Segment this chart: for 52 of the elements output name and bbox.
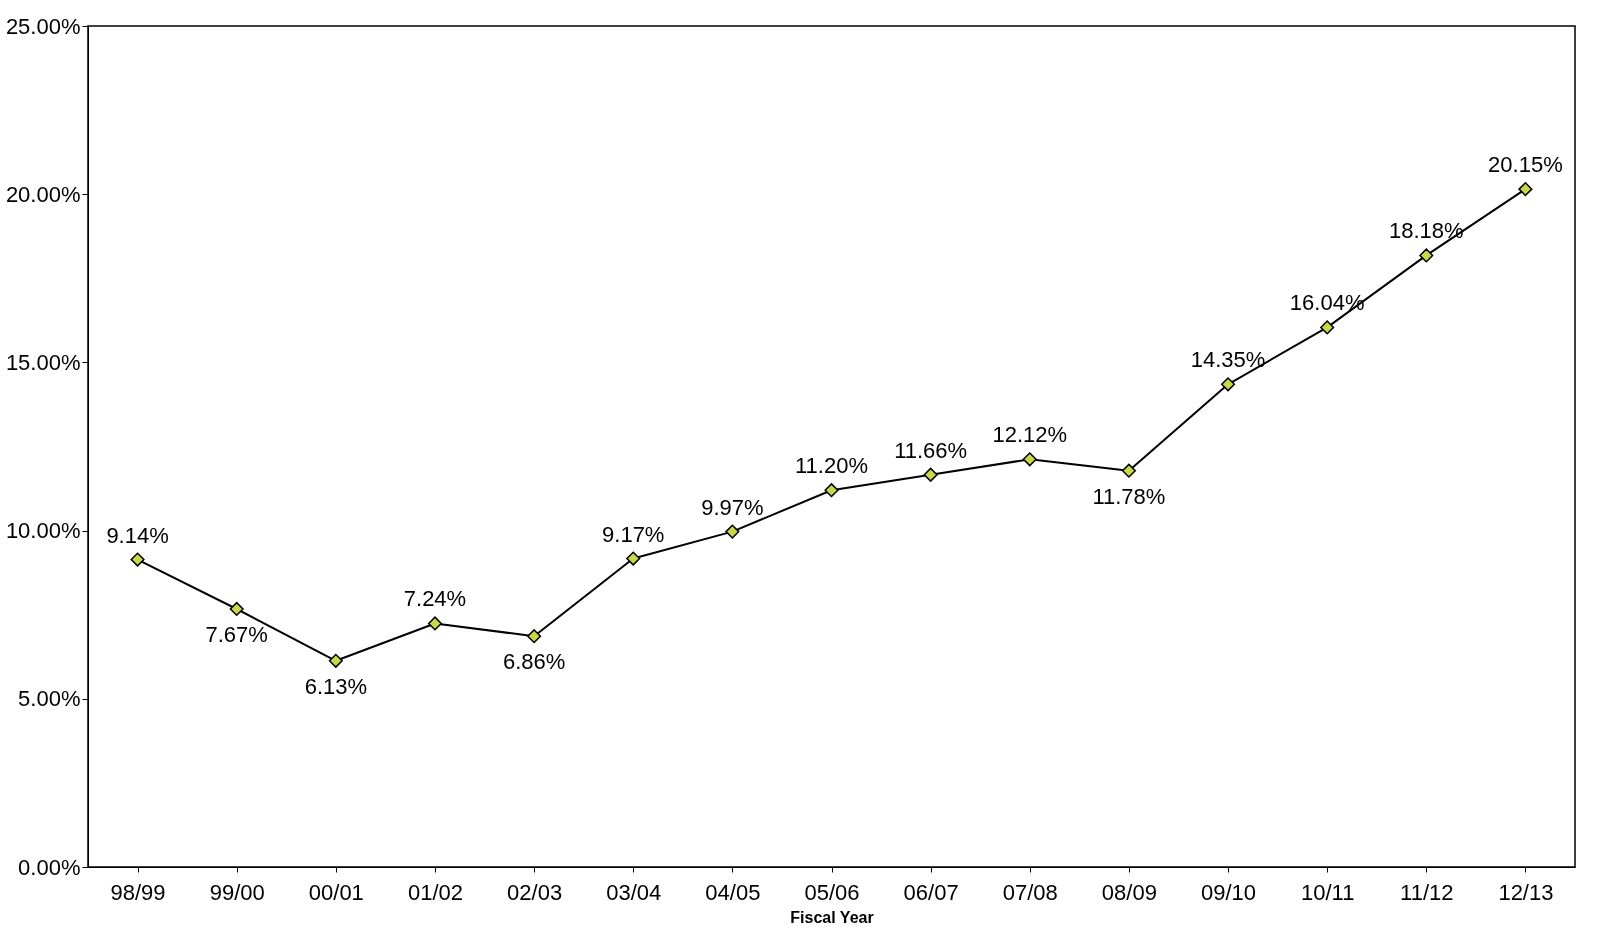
point bbox=[427, 616, 443, 631]
point bbox=[229, 601, 244, 617]
x-tick-label: 07/08 bbox=[1002, 879, 1058, 905]
y-tick-label: 20.00% bbox=[5, 181, 81, 207]
x-tick-label: 01/02 bbox=[407, 879, 463, 905]
data-label: 9.14% bbox=[106, 522, 169, 548]
data-label: 6.86% bbox=[502, 649, 566, 675]
point bbox=[725, 524, 740, 539]
data-label: 16.04% bbox=[1289, 290, 1365, 316]
data-label: 11.66% bbox=[894, 437, 968, 463]
data-label: 20.15% bbox=[1488, 152, 1563, 178]
point bbox=[1518, 182, 1533, 197]
x-tick-label: 02/03 bbox=[507, 879, 563, 905]
x-tick-label: 98/99 bbox=[110, 879, 166, 905]
y-tick-label: 10.00% bbox=[5, 518, 81, 544]
y-tick-label: 0.00% bbox=[18, 854, 81, 880]
point bbox=[824, 483, 839, 498]
y-tick-label: 5.00% bbox=[18, 686, 81, 712]
point bbox=[1121, 463, 1136, 478]
x-tick-label: 00/01 bbox=[308, 879, 364, 905]
x-tick-label: 10/11 bbox=[1300, 879, 1355, 905]
point bbox=[328, 653, 343, 668]
data-label: 11.78% bbox=[1092, 483, 1166, 509]
x-tick-label: 11/12 bbox=[1400, 879, 1454, 905]
point bbox=[1220, 377, 1236, 392]
x-tick-label: 04/05 bbox=[705, 879, 761, 905]
data-label: 14.35% bbox=[1190, 347, 1266, 373]
data-label: 7.24% bbox=[403, 586, 467, 612]
data-label: 9.17% bbox=[602, 521, 665, 547]
point bbox=[527, 629, 542, 644]
data-label: 18.18% bbox=[1388, 218, 1464, 244]
point bbox=[1320, 320, 1335, 335]
data-label: 7.67% bbox=[205, 621, 268, 647]
x-tick-label: 12/13 bbox=[1498, 879, 1554, 905]
point bbox=[1419, 248, 1434, 263]
point bbox=[626, 551, 641, 566]
data-label: 6.13% bbox=[304, 673, 368, 699]
y-tick-label: 25.00% bbox=[5, 13, 81, 39]
x-tick-label: 06/07 bbox=[903, 879, 959, 905]
y-tick-label: 15.00% bbox=[5, 349, 81, 375]
x-tick-label: 03/04 bbox=[606, 879, 662, 905]
x-tick-label: 99/00 bbox=[209, 879, 265, 905]
point bbox=[130, 552, 145, 567]
data-label: 12.12% bbox=[992, 422, 1068, 448]
data-label: 11.20% bbox=[795, 453, 868, 479]
point bbox=[1022, 452, 1037, 467]
x-tick-label: 08/09 bbox=[1101, 879, 1157, 905]
x-axis-title: Fiscal Year bbox=[790, 908, 874, 926]
x-tick-label: 05/06 bbox=[804, 879, 860, 905]
x-tick-label: 09/10 bbox=[1201, 879, 1257, 905]
point bbox=[923, 467, 938, 482]
data-label: 9.97% bbox=[701, 494, 764, 520]
